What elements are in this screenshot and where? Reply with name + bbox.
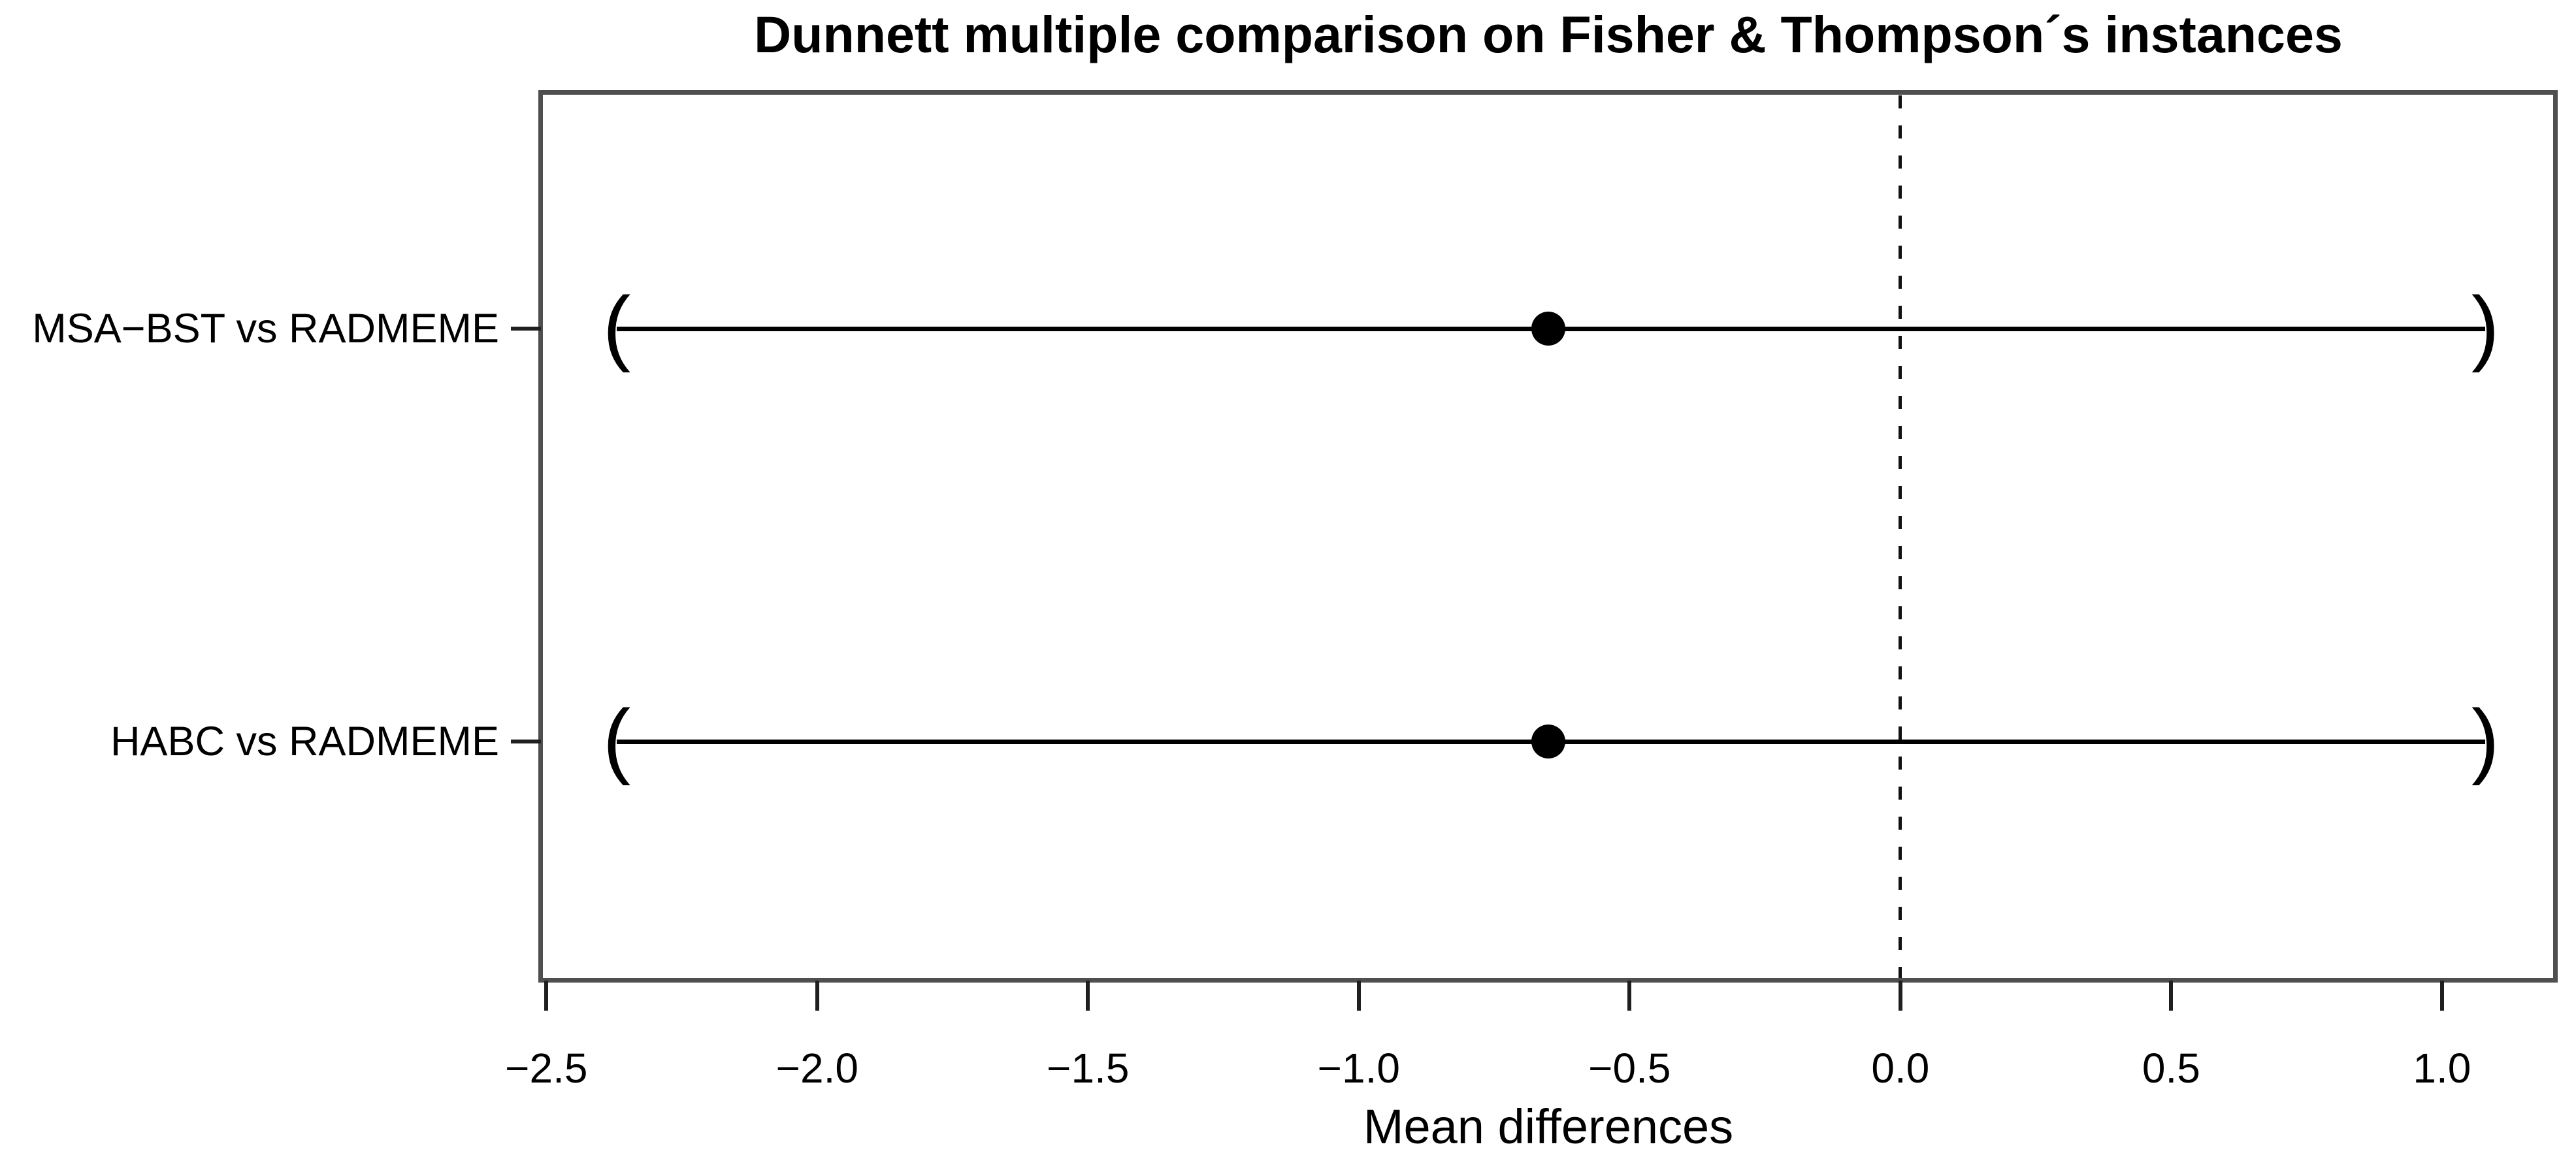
x-axis-tick-label: 0.0 [1871, 1045, 1930, 1092]
ci-point-marker [1531, 725, 1565, 759]
ci-upper-paren: ) [2471, 693, 2500, 787]
chart-title: Dunnett multiple comparison on Fisher & … [754, 5, 2343, 63]
ci-lower-paren: ( [602, 280, 631, 374]
x-axis-tick [815, 981, 819, 1011]
x-axis-tick-label: 0.5 [2142, 1045, 2200, 1092]
y-axis-tick [511, 327, 541, 331]
x-axis-tick-label: −0.5 [1588, 1045, 1671, 1092]
x-axis-tick [2439, 981, 2444, 1011]
x-axis-tick [1086, 981, 1090, 1011]
x-axis-tick-label: −2.0 [775, 1045, 858, 1092]
y-axis-label: HABC vs RADMEME [110, 719, 499, 765]
x-axis-tick [544, 981, 549, 1011]
ci-lower-paren: ( [602, 693, 631, 787]
y-axis-tick [511, 740, 541, 744]
zero-reference-line [1899, 95, 1902, 978]
x-axis-tick [1627, 981, 1632, 1011]
x-axis-tick [2169, 981, 2174, 1011]
x-axis-tick-label: 1.0 [2413, 1045, 2471, 1092]
x-axis-label: Mean differences [1363, 1100, 1734, 1154]
x-axis-tick [1356, 981, 1361, 1011]
x-axis-tick-label: −1.0 [1317, 1045, 1400, 1092]
x-axis-tick-label: −2.5 [505, 1045, 588, 1092]
x-axis-tick [1898, 981, 1902, 1011]
ci-upper-paren: ) [2471, 280, 2500, 374]
plot-box [538, 90, 2558, 983]
ci-point-marker [1531, 312, 1565, 346]
x-axis-tick-label: −1.5 [1047, 1045, 1130, 1092]
y-axis-label: MSA−BST vs RADMEME [32, 306, 499, 352]
